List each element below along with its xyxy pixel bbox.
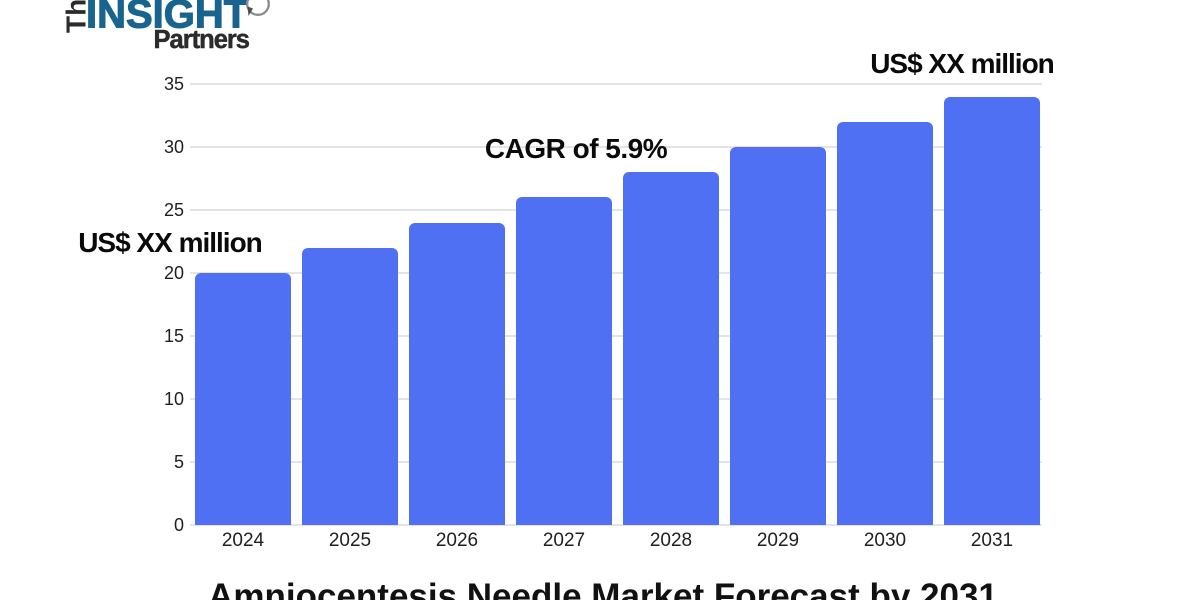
- svg-text:The: The: [61, 0, 92, 33]
- svg-text:Partners: Partners: [154, 26, 250, 54]
- svg-text:INSIGHT: INSIGHT: [86, 0, 248, 37]
